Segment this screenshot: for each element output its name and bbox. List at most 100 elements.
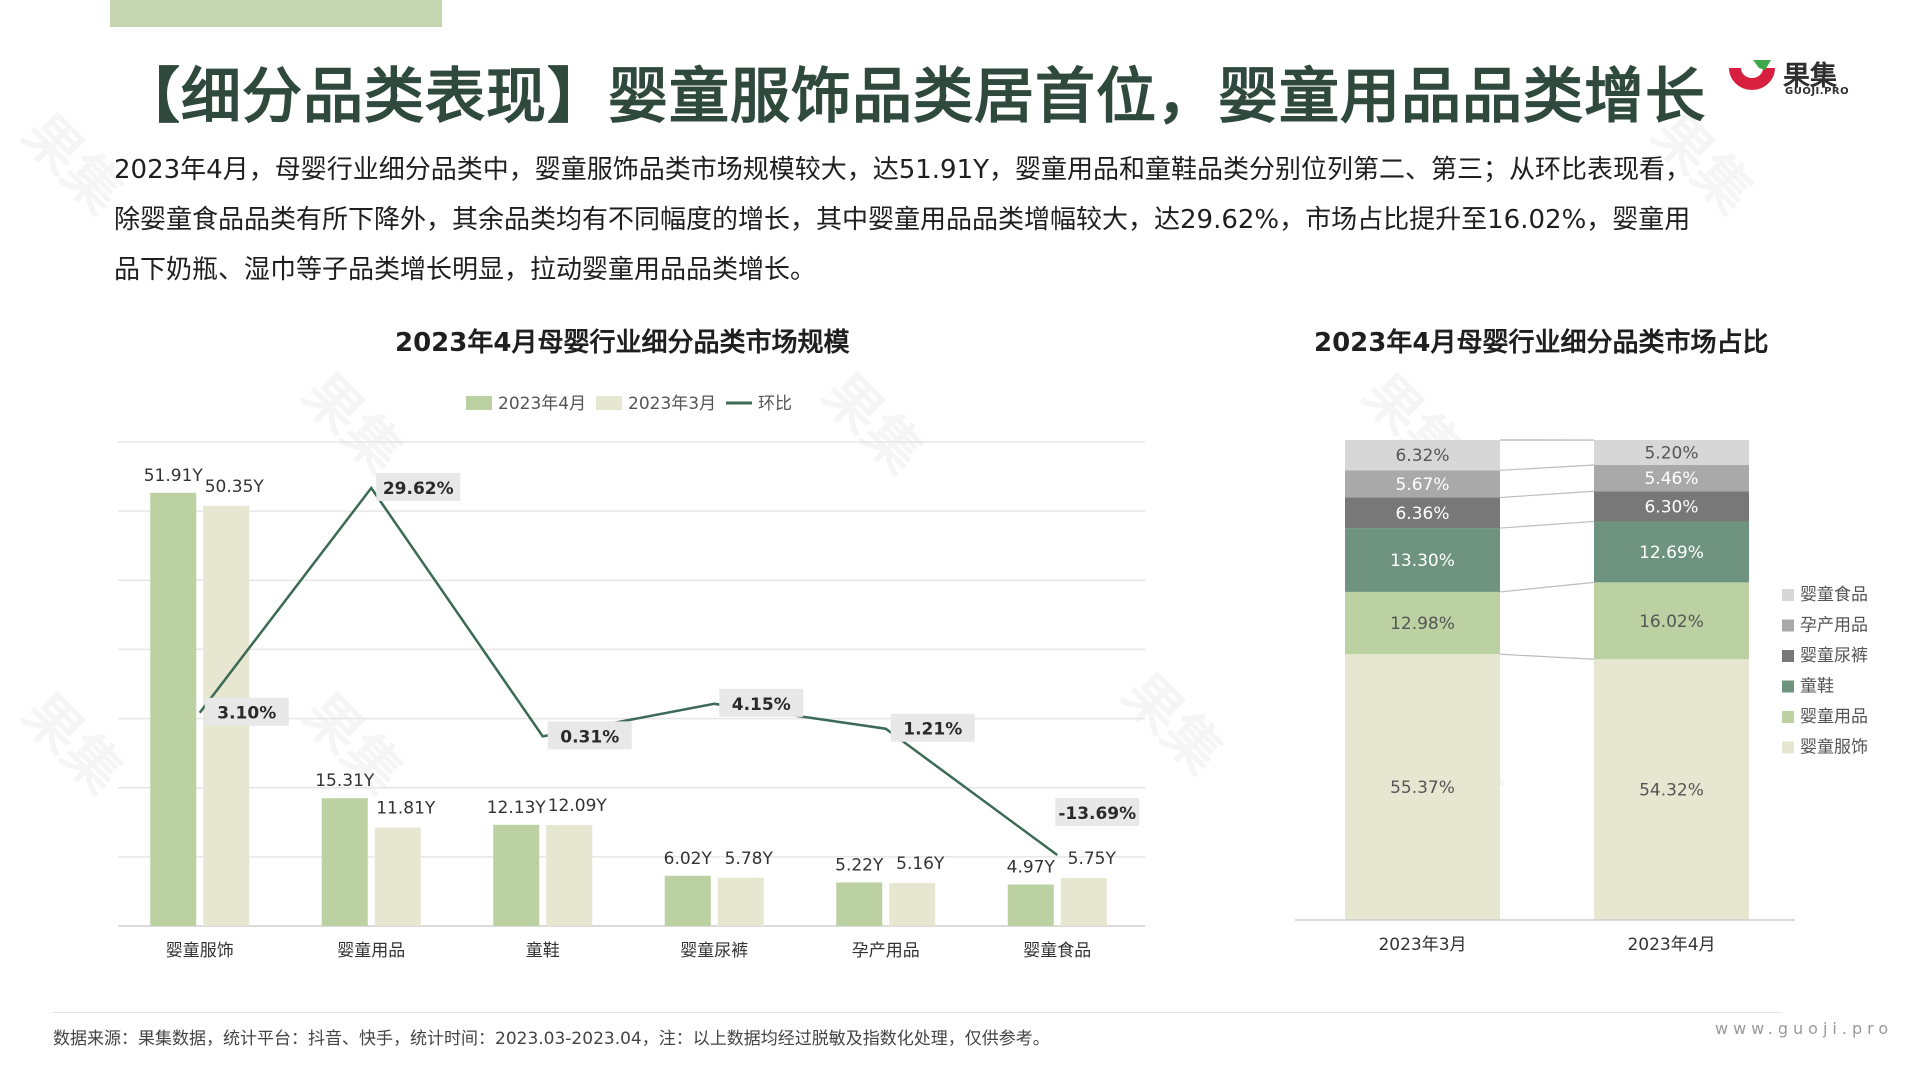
stack-label: 16.02% <box>1639 612 1704 632</box>
stack-segment <box>1345 654 1500 920</box>
legend-label: 婴童用品 <box>1800 707 1868 727</box>
legend-swatch <box>1782 650 1794 662</box>
description-line: 除婴童食品品类有所下降外，其余品类均有不同幅度的增长，其中婴童用品品类增幅较大，… <box>114 205 1691 235</box>
data-source-note: 数据来源：果集数据，统计平台：抖音、快手，统计时间：2023.03-2023.0… <box>53 1029 1050 1049</box>
mom-label-bg <box>1055 798 1140 826</box>
category-label: 婴童服饰 <box>166 941 234 961</box>
legend-swatch <box>1782 711 1794 723</box>
bar-apr <box>321 798 368 926</box>
bar-label: 4.97Y <box>1007 858 1056 878</box>
footer-divider <box>53 1012 1783 1013</box>
mom-label-bg <box>719 688 804 717</box>
category-label: 2023年4月 <box>1627 935 1715 955</box>
legend-swatch <box>1782 619 1794 632</box>
stack-segment <box>1594 491 1749 522</box>
category-label: 婴童食品 <box>1023 941 1091 961</box>
bar-label: 12.13Y <box>487 798 547 818</box>
bar-label: 5.16Y <box>896 854 945 874</box>
bar-label: 6.02Y <box>664 849 713 869</box>
mom-label: -13.69% <box>1058 804 1136 824</box>
stack-label: 54.32% <box>1639 781 1704 801</box>
category-label: 婴童用品 <box>337 941 405 961</box>
legend-swatch <box>1782 680 1794 693</box>
mom-label-bg <box>204 697 289 726</box>
top-accent-bar <box>110 0 442 27</box>
legend-label: 2023年3月 <box>628 394 716 414</box>
bar-apr <box>1007 884 1054 926</box>
logo-text: 果集 <box>1783 61 1837 92</box>
legend-swatch <box>466 396 492 410</box>
stack-segment <box>1594 659 1749 920</box>
page-title: 【细分品类表现】婴童服饰品类居首位，婴童用品品类增长 <box>120 62 1706 132</box>
bar-mar <box>546 825 593 926</box>
stack-segment <box>1594 440 1749 466</box>
legend-label: 婴童尿裤 <box>1800 646 1868 666</box>
legend-label: 婴童服饰 <box>1800 738 1868 758</box>
description: 2023年4月，母婴行业细分品类中，婴童服饰品类市场规模较大，达51.91Y，婴… <box>114 145 1794 295</box>
website-url: www.guoji.pro <box>1715 1019 1894 1038</box>
mom-line <box>198 485 1058 857</box>
stack-label: 12.98% <box>1390 614 1455 634</box>
legend-swatch <box>1782 589 1794 601</box>
brand-logo: 果集 GUOJI.PRO <box>1725 50 1855 100</box>
bar-apr <box>664 875 711 926</box>
bar-label: 5.22Y <box>835 855 884 875</box>
stack-label: 5.67% <box>1395 475 1449 495</box>
stack-segment <box>1594 521 1749 583</box>
legend-label: 环比 <box>758 394 792 414</box>
bar-label: 51.91Y <box>144 466 204 486</box>
mom-label: 29.62% <box>383 479 454 499</box>
description-line: 品下奶瓶、湿巾等子品类增长明显，拉动婴童用品品类增长。 <box>114 255 817 285</box>
stack-label: 5.46% <box>1644 469 1698 489</box>
brand-logo-icon <box>1729 60 1775 90</box>
category-label: 婴童尿裤 <box>680 941 748 961</box>
category-label: 孕产用品 <box>852 941 920 961</box>
bar-mar <box>717 877 764 926</box>
mom-label-bg <box>547 721 632 750</box>
bar-apr <box>150 492 197 926</box>
stack-label: 13.30% <box>1390 551 1455 571</box>
legend-label: 2023年4月 <box>498 394 586 414</box>
stack-label: 55.37% <box>1390 778 1455 798</box>
stack-segment <box>1345 440 1500 471</box>
stack-label: 6.32% <box>1395 446 1449 466</box>
mom-label: 0.31% <box>560 727 619 747</box>
stack-segment <box>1345 591 1500 655</box>
mom-label-bg <box>376 473 461 501</box>
stack-segment <box>1594 465 1749 492</box>
stack-connector <box>1499 490 1595 499</box>
stack-segment <box>1345 497 1500 529</box>
legend-label: 婴童食品 <box>1800 585 1868 605</box>
right-chart-title: 2023年4月母婴行业细分品类市场占比 <box>1314 328 1769 358</box>
bar-label: 5.78Y <box>725 849 774 869</box>
stack-label: 12.69% <box>1639 543 1704 563</box>
description-line: 2023年4月，母婴行业细分品类中，婴童服饰品类市场规模较大，达51.91Y，婴… <box>114 155 1692 185</box>
stack-label: 6.30% <box>1644 497 1698 517</box>
left-chart-title: 2023年4月母婴行业细分品类市场规模 <box>395 328 850 358</box>
bar-label: 12.09Y <box>548 796 608 816</box>
category-label: 童鞋 <box>526 941 560 961</box>
stack-connector <box>1499 520 1595 529</box>
mom-label-bg <box>890 713 975 742</box>
stack-segment <box>1594 582 1749 660</box>
bar-label: 5.75Y <box>1068 849 1117 869</box>
legend-swatch <box>1782 741 1794 754</box>
stack-label: 6.36% <box>1395 504 1449 524</box>
stack-connector <box>1499 653 1595 660</box>
bar-label: 50.35Y <box>205 477 265 497</box>
mom-label: 4.15% <box>732 695 791 715</box>
logo-subtext: GUOJI.PRO <box>1785 86 1850 97</box>
mom-label: 1.21% <box>903 720 962 740</box>
category-label: 2023年3月 <box>1378 935 1466 955</box>
bar-mar <box>374 827 421 926</box>
stack-connector <box>1499 581 1595 593</box>
legend-label: 童鞋 <box>1800 677 1834 697</box>
legend-swatch <box>596 396 622 410</box>
bar-label: 11.81Y <box>376 798 436 818</box>
bar-label: 15.31Y <box>315 771 375 791</box>
bar-apr <box>493 824 540 926</box>
stack-segment <box>1345 470 1500 498</box>
legend-label: 孕产用品 <box>1800 616 1868 636</box>
bar-mar <box>1060 878 1107 926</box>
